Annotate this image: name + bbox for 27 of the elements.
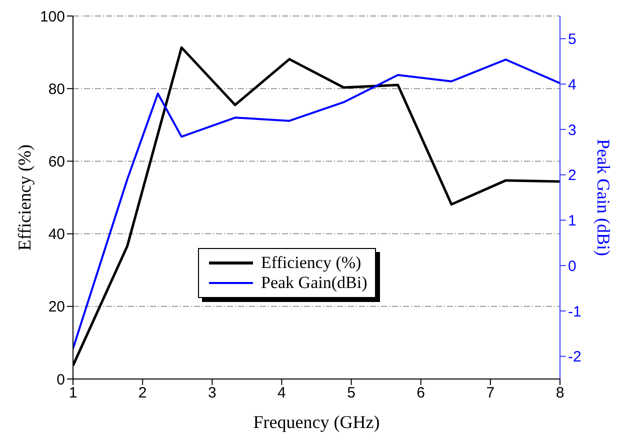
x-tick-label: 6 (416, 384, 426, 402)
legend-label: Peak Gain(dBi) (261, 273, 368, 293)
x-tick-label: 7 (486, 384, 495, 402)
x-tick-label: 1 (68, 384, 78, 402)
y-tick-label: 60 (48, 154, 65, 171)
y2-tick-label: 3 (568, 122, 576, 139)
x-tick-label: 5 (347, 384, 356, 402)
y2-tick-label: 5 (568, 31, 576, 48)
y2-tick-label: 0 (568, 258, 576, 275)
x-axis-title: Frequency (GHz) (253, 412, 380, 432)
legend-label: Efficiency (%) (261, 253, 362, 273)
y-tick-label: 40 (48, 226, 65, 244)
x-tick-label: 2 (138, 384, 147, 402)
y-axis-title: Efficiency (%) (14, 144, 34, 251)
x-tick-label: 4 (278, 384, 286, 402)
y-tick-label: 100 (40, 8, 65, 26)
x-tick-label: 8 (556, 384, 564, 402)
y2-tick-label: 4 (568, 76, 576, 94)
y-tick-label: 20 (48, 298, 65, 316)
y2-tick-label: -1 (568, 303, 582, 320)
x-tick-label: 3 (208, 384, 216, 402)
y-tick-label: 0 (56, 371, 65, 388)
y-tick-label: 80 (48, 80, 65, 98)
y2-axis-title: Peak Gain (dBi) (594, 139, 614, 256)
y2-tick-label: -2 (568, 348, 582, 366)
y2-tick-label: 1 (568, 212, 576, 230)
y2-tick-label: 2 (568, 167, 576, 184)
